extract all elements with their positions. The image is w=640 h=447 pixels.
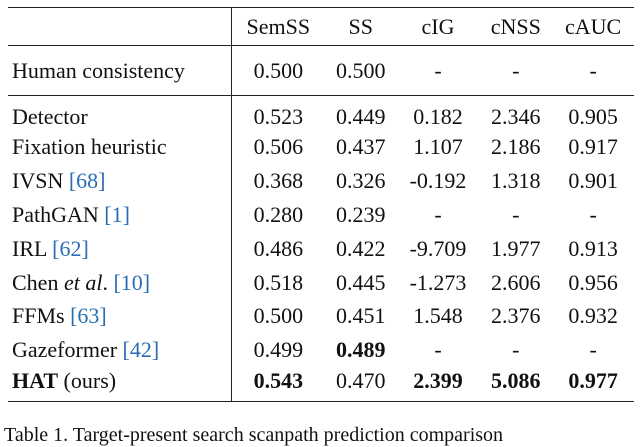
method-name: IVSN xyxy=(12,167,64,193)
method-name: FFMs xyxy=(12,303,65,329)
value-cell: 0.956 xyxy=(568,269,618,295)
value-cell: -9.709 xyxy=(409,235,467,261)
column-header: cIG xyxy=(421,13,455,39)
value-cell: - xyxy=(434,201,442,227)
value-cell: 0.932 xyxy=(568,303,618,329)
value-cell: 0.917 xyxy=(568,133,618,159)
method-row: IVSN [68] 0.368 0.326 -0.192 1.318 0.901 xyxy=(8,163,634,198)
method-note: (ours) xyxy=(63,367,117,393)
page: SemSS SS cIG cNSS cAUC Human consistency 0.500… xyxy=(4,7,634,446)
value-cell: -1.273 xyxy=(409,269,467,295)
value-cell: 0.445 xyxy=(335,269,386,295)
value-cell: 0.500 xyxy=(253,57,304,83)
method-cell: FFMs [63] xyxy=(8,299,232,334)
column-header: SemSS xyxy=(246,13,311,39)
value-cell: 0.905 xyxy=(568,104,618,129)
value-cell: - xyxy=(512,201,520,227)
method-cell: Chen et al. [10] xyxy=(8,265,232,300)
value-cell: 0.913 xyxy=(568,235,618,261)
citation: [62] xyxy=(52,235,89,261)
value-cell: 1.977 xyxy=(491,235,541,261)
corner-cell xyxy=(8,7,232,46)
method-row: Gazeformer [42] 0.499 0.489 - - - xyxy=(8,333,634,368)
value-cell: 0.901 xyxy=(568,167,618,193)
citation: [42] xyxy=(122,337,160,363)
results-table: SemSS SS cIG cNSS cAUC Human consistency 0.500… xyxy=(8,7,634,402)
value-cell: 1.107 xyxy=(413,133,463,159)
method-name: Fixation heuristic xyxy=(12,133,167,159)
value-cell: - xyxy=(589,57,597,83)
value-cell: - xyxy=(434,337,442,363)
value-cell: 0.451 xyxy=(335,303,386,329)
value-cell: 0.486 xyxy=(253,235,304,261)
method-cell: Detector xyxy=(8,95,232,130)
value-cell: - xyxy=(512,57,520,83)
column-header: SS xyxy=(348,13,373,39)
header-row: SemSS SS cIG cNSS cAUC xyxy=(8,7,634,46)
method-name: Human consistency xyxy=(8,45,232,96)
citation: [10] xyxy=(113,269,151,295)
value-cell: 2.186 xyxy=(491,133,541,159)
value-cell: 2.606 xyxy=(491,269,541,295)
value-cell: 0.500 xyxy=(335,57,386,83)
value-cell: 0.977 xyxy=(568,367,618,393)
value-cell: 0.500 xyxy=(253,303,304,329)
value-cell: 0.437 xyxy=(335,133,386,159)
value-cell: 0.543 xyxy=(253,367,304,393)
value-cell: - xyxy=(434,57,442,83)
value-cell: -0.192 xyxy=(409,167,467,193)
method-row: IRL [62] 0.486 0.422 -9.709 1.977 0.913 xyxy=(8,231,634,266)
method-italic: et al xyxy=(63,269,103,295)
value-cell: 2.399 xyxy=(413,367,463,393)
value-cell: 2.376 xyxy=(491,303,541,329)
value-cell: 0.489 xyxy=(335,337,386,363)
method-cell: HAT (ours) xyxy=(8,367,232,402)
column-header: cNSS xyxy=(490,13,541,39)
method-name: HAT xyxy=(12,367,59,393)
method-row: FFMs [63] 0.500 0.451 1.548 2.376 0.932 xyxy=(8,299,634,334)
citation: [63] xyxy=(70,303,107,329)
value-cell: 0.326 xyxy=(335,167,386,193)
method-name: PathGAN xyxy=(12,201,99,227)
value-cell: - xyxy=(589,337,597,363)
method-cell: IVSN [68] xyxy=(8,163,232,198)
value-cell: 0.506 xyxy=(253,133,304,159)
method-name: Gazeformer xyxy=(12,337,118,363)
method-suffix: . xyxy=(102,269,108,295)
value-cell: 1.318 xyxy=(491,167,541,193)
method-row: Detector 0.523 0.449 0.182 2.346 0.905 xyxy=(8,95,634,130)
method-cell: PathGAN [1] xyxy=(8,197,232,232)
value-cell: - xyxy=(589,201,597,227)
value-cell: 0.368 xyxy=(253,167,304,193)
method-name: Detector xyxy=(12,104,88,129)
value-cell: 0.239 xyxy=(335,201,386,227)
method-cell: IRL [62] xyxy=(8,231,232,266)
method-cell: Fixation heuristic xyxy=(8,130,232,164)
value-cell: 0.182 xyxy=(413,104,463,129)
citation: [1] xyxy=(104,201,130,227)
method-cell: Gazeformer [42] xyxy=(8,333,232,368)
method-row: Chen et al. [10] 0.518 0.445 -1.273 2.606 0.9… xyxy=(8,265,634,300)
value-cell: 2.346 xyxy=(491,104,541,129)
value-cell: 0.518 xyxy=(253,269,304,295)
value-cell: - xyxy=(512,337,520,363)
value-cell: 0.422 xyxy=(335,235,386,261)
citation: [68] xyxy=(68,167,106,193)
value-cell: 0.470 xyxy=(335,367,386,393)
value-cell: 0.280 xyxy=(253,201,304,227)
human-row: Human consistency 0.500 0.500 - - - xyxy=(8,45,634,96)
method-row: HAT (ours) 0.543 0.470 2.399 5.086 0.977 xyxy=(8,367,634,402)
value-cell: 0.449 xyxy=(335,104,386,129)
table-body: SemSS SS cIG cNSS cAUC Human consistency 0.500… xyxy=(8,7,634,402)
method-name: Chen xyxy=(12,269,59,295)
value-cell: 1.548 xyxy=(413,303,463,329)
method-row: Fixation heuristic 0.506 0.437 1.107 2.186 0.… xyxy=(8,130,634,164)
value-cell: 0.523 xyxy=(253,104,304,129)
value-cell: 0.499 xyxy=(253,337,304,363)
value-cell: 5.086 xyxy=(491,367,541,393)
method-name: IRL xyxy=(12,235,47,261)
column-header: cAUC xyxy=(565,13,622,39)
method-row: PathGAN [1] 0.280 0.239 - - - xyxy=(8,197,634,232)
